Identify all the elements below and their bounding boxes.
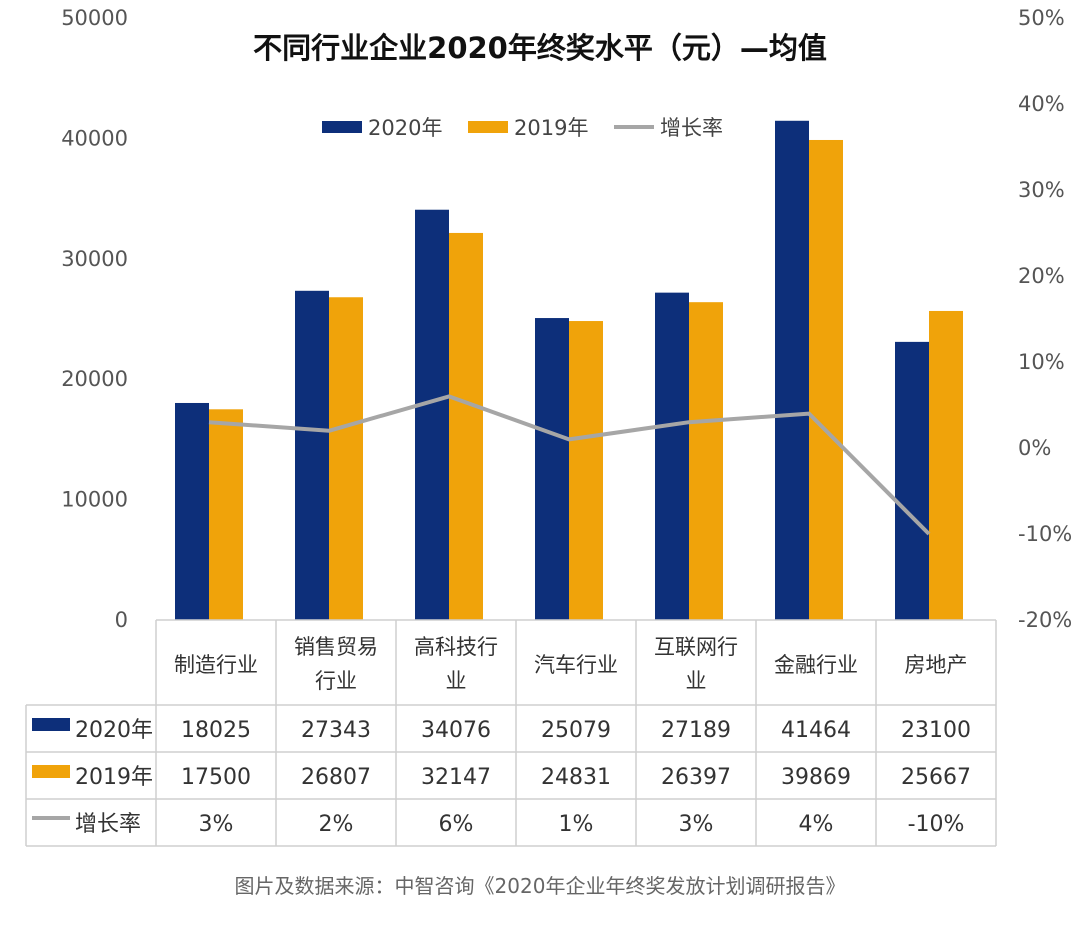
table-row-label-2019: 2019年 <box>75 765 153 790</box>
right-axis-tick: 40% <box>1018 92 1065 116</box>
right-axis-tick: 50% <box>1018 6 1065 30</box>
category-label: 业 <box>686 669 707 693</box>
bar-2019 <box>209 409 243 620</box>
left-axis: 0 10000 20000 30000 40000 50000 <box>61 6 128 632</box>
bar-2020 <box>535 318 569 620</box>
source-text: 图片及数据来源：中智咨询《2020年企业年终奖发放计划调研报告》 <box>235 874 846 898</box>
left-axis-tick: 50000 <box>61 6 128 30</box>
right-axis: -20% -10% 0% 10% 20% 30% 40% 50% <box>1018 6 1072 632</box>
bar-2020 <box>895 341 929 620</box>
category-label: 互联网行 <box>654 635 738 659</box>
left-axis-tick: 20000 <box>61 367 128 391</box>
legend-label-2020: 2020年 <box>368 116 442 140</box>
table-cell: 26807 <box>301 765 371 790</box>
category-label: 金融行业 <box>774 653 858 677</box>
table-cell: 34076 <box>421 718 491 743</box>
bar-2019 <box>809 139 843 620</box>
bar-2020 <box>655 292 689 620</box>
legend: 2020年 2019年 增长率 <box>322 116 723 140</box>
table-swatch-2020 <box>32 718 70 731</box>
bar-2019 <box>569 321 603 620</box>
table-cell: 27343 <box>301 718 371 743</box>
table-row-label-growth: 增长率 <box>75 812 141 837</box>
right-axis-tick: 20% <box>1018 264 1065 288</box>
bar-2019 <box>449 232 483 620</box>
table-cell: 23100 <box>901 718 971 743</box>
category-label: 高科技行 <box>414 635 498 659</box>
bar-2019 <box>689 302 723 620</box>
table-row-label-2020: 2020年 <box>75 718 153 743</box>
category-label: 房地产 <box>905 653 968 677</box>
category-label: 业 <box>446 669 467 693</box>
category-label: 行业 <box>315 669 357 693</box>
table-cell: 18025 <box>181 718 251 743</box>
bar-2020 <box>415 209 449 620</box>
left-axis-tick: 30000 <box>61 247 128 271</box>
legend-swatch-2020 <box>322 121 362 133</box>
bar-2020 <box>295 290 329 620</box>
table-cell: 4% <box>799 812 834 837</box>
category-label: 汽车行业 <box>534 653 618 677</box>
left-axis-tick: 0 <box>115 608 128 632</box>
table-cell: 3% <box>199 812 234 837</box>
category-label: 销售贸易 <box>294 635 378 659</box>
bars <box>175 120 963 620</box>
table-cell: 1% <box>559 812 594 837</box>
table-cell: 6% <box>439 812 474 837</box>
bar-2020 <box>175 402 209 620</box>
table-cell: 41464 <box>781 718 851 743</box>
left-axis-tick: 40000 <box>61 126 128 150</box>
growth-line <box>208 394 931 536</box>
table-cell: 39869 <box>781 765 851 790</box>
right-axis-tick: 30% <box>1018 178 1065 202</box>
right-axis-tick: 10% <box>1018 350 1065 374</box>
table-cell: 24831 <box>541 765 611 790</box>
table-cell: 26397 <box>661 765 731 790</box>
table-cell: -10% <box>908 812 965 837</box>
bar-2020 <box>775 120 809 620</box>
table-cell: 27189 <box>661 718 731 743</box>
right-axis-tick: -20% <box>1018 608 1072 632</box>
bar-2019 <box>929 310 963 620</box>
legend-label-growth: 增长率 <box>660 116 723 140</box>
table-cell: 25667 <box>901 765 971 790</box>
left-axis-tick: 10000 <box>61 488 128 512</box>
legend-swatch-2019 <box>468 121 508 133</box>
legend-label-2019: 2019年 <box>514 116 588 140</box>
right-axis-tick: 0% <box>1018 436 1051 460</box>
chart-title: 不同行业企业2020年终奖水平（元）—均值 <box>253 31 827 65</box>
table-cell: 2% <box>319 812 354 837</box>
right-axis-tick: -10% <box>1018 522 1072 546</box>
bar-2019 <box>329 297 363 620</box>
table-cell: 17500 <box>181 765 251 790</box>
table-cell: 25079 <box>541 718 611 743</box>
table-cell: 3% <box>679 812 714 837</box>
category-label: 制造行业 <box>174 653 258 677</box>
table-cell: 32147 <box>421 765 491 790</box>
table-swatch-2019 <box>32 765 70 778</box>
